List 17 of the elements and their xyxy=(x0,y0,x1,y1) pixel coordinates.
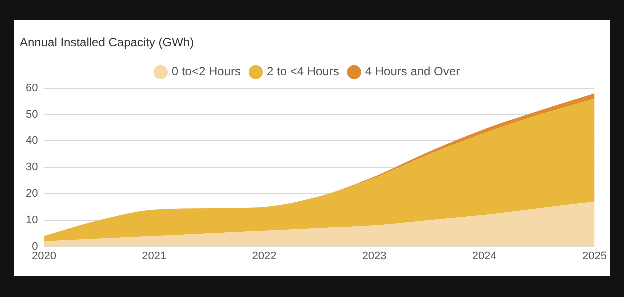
y-tick-label: 40 xyxy=(26,135,38,148)
y-tick-label: 10 xyxy=(26,214,38,226)
x-tick-label: 2021 xyxy=(142,250,167,262)
legend-label: 0 to<2 Hours xyxy=(172,64,241,79)
x-tick-label: 2022 xyxy=(252,250,277,262)
y-tick-label: 30 xyxy=(26,162,38,174)
y-tick-label: 50 xyxy=(26,108,38,121)
y-tick-label: 60 xyxy=(26,82,38,94)
y-axis-title: Annual Installed Capacity (GWh) xyxy=(20,36,194,50)
x-tick-label: 2020 xyxy=(32,250,56,262)
y-tick-label: 20 xyxy=(26,188,38,200)
legend-label: 2 to <4 Hours xyxy=(266,64,340,79)
legend-label: 4 Hours and Over xyxy=(365,64,460,79)
x-tick-label: 2024 xyxy=(472,250,497,262)
x-tick-label: 2023 xyxy=(362,250,387,262)
y-tick-label: 0 xyxy=(32,240,38,253)
x-tick-label: 2025 xyxy=(582,250,608,262)
